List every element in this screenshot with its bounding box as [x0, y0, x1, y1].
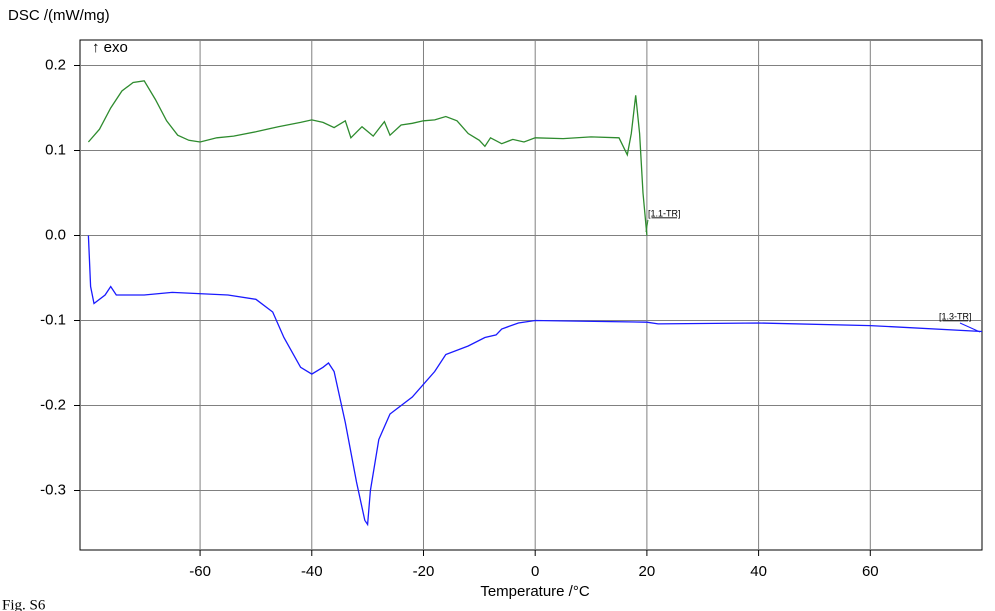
x-tick-label: 20 [639, 563, 656, 580]
caption: Fig. S6 [2, 597, 46, 611]
x-tick-label: 0 [531, 563, 539, 580]
annotation-leader [645, 219, 649, 233]
x-tick-label: -60 [189, 563, 211, 580]
y-tick-label: -0.2 [40, 396, 66, 413]
y-tick-label: 0.0 [45, 226, 66, 243]
annotation: [1.1-TR] [648, 208, 681, 218]
series-line [87, 235, 983, 527]
plot-area [79, 39, 983, 551]
x-tick-label: -40 [301, 563, 323, 580]
y-tick-label: 0.2 [45, 56, 66, 73]
y-tick-label: -0.3 [40, 481, 66, 498]
x-tick-label: -20 [413, 563, 435, 580]
x-tick-label: 60 [862, 563, 879, 580]
annotation: [1.3-TR] [939, 311, 972, 321]
x-tick-label: 40 [750, 563, 767, 580]
x-axis-label: Temperature /°C [480, 583, 590, 600]
y-axis-label: DSC /(mW/mg) [8, 7, 110, 24]
y-tick-label: -0.1 [40, 311, 66, 328]
exo-label: ↑ exo [92, 39, 128, 56]
annotation-leader [959, 322, 981, 333]
y-tick-label: 0.1 [45, 141, 66, 158]
series-line [87, 80, 648, 236]
